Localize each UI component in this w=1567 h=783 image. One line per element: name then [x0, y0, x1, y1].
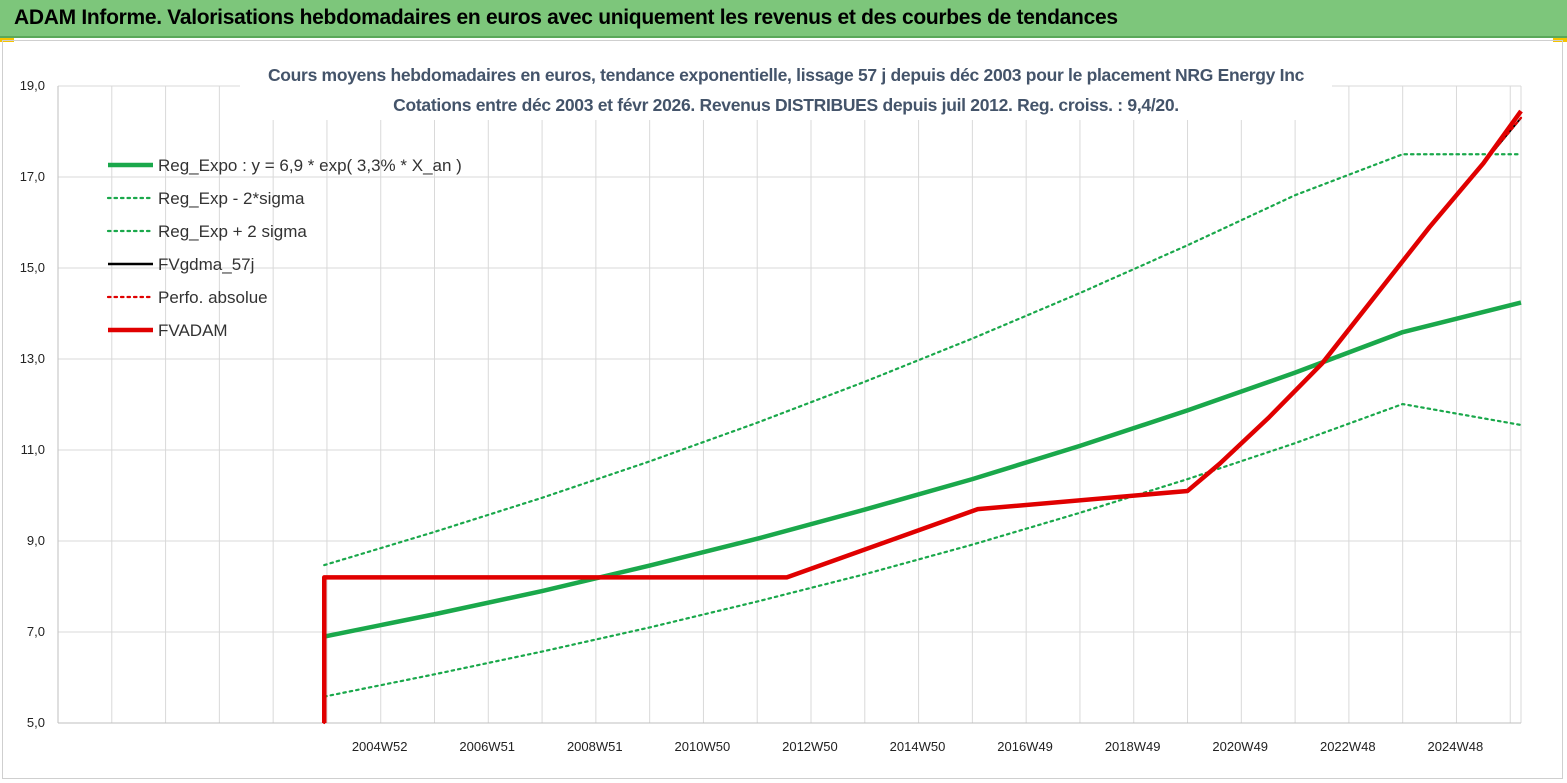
legend-label: Perfo. absolue	[158, 288, 268, 307]
x-tick-label: 2008W51	[567, 739, 623, 754]
chart-area: 5,0 7,0 9,0 11,0 13,0 15,0 17,0 19,0 2004W52 2006…	[20, 78, 1523, 754]
x-tick-label: 2018W49	[1105, 739, 1161, 754]
chart-subtitle: Cotations entre déc 2003 et févr 2026. R…	[393, 95, 1179, 115]
y-tick-label: 5,0	[27, 715, 45, 730]
chart-title: Cours moyens hebdomadaires en euros, ten…	[267, 65, 1305, 85]
series-line-6	[321, 109, 1523, 723]
legend: Reg_Expo : y = 6,9 * exp( 3,3% * X_an ) R…	[106, 156, 462, 340]
legend-label: FVADAM	[158, 321, 228, 340]
legend-label: Reg_Exp - 2*sigma	[158, 189, 305, 208]
series-group	[321, 109, 1523, 725]
y-tick-label: 15,0	[20, 260, 45, 275]
series-line-1	[323, 300, 1522, 639]
chart-titles: Cours moyens hebdomadaires en euros, ten…	[240, 60, 1332, 120]
y-tick-label: 17,0	[20, 169, 45, 184]
x-tick-label: 2022W48	[1320, 739, 1376, 754]
x-tick-label: 2012W50	[782, 739, 838, 754]
y-tick-label: 13,0	[20, 351, 45, 366]
x-tick-label: 2004W52	[352, 739, 408, 754]
legend-label: FVgdma_57j	[158, 255, 254, 274]
x-tick-label: 2010W50	[675, 739, 731, 754]
page-title: ADAM Informe. Valorisations hebdomadaire…	[14, 6, 1118, 29]
y-tick-label: 7,0	[27, 624, 45, 639]
series-line-3	[323, 153, 1523, 567]
y-tick-label: 9,0	[27, 533, 45, 548]
x-tick-label: 2020W49	[1212, 739, 1268, 754]
header-banner: ADAM Informe. Valorisations hebdomadaire…	[0, 0, 1567, 38]
x-tick-label: 2006W51	[459, 739, 515, 754]
chart-frame	[2, 40, 1563, 779]
y-tick-label: 19,0	[20, 78, 45, 93]
x-tick-label: 2014W50	[890, 739, 946, 754]
grid	[57, 85, 1522, 724]
y-tick-label: 11,0	[21, 442, 45, 457]
x-tick-label: 2024W48	[1428, 739, 1484, 754]
legend-label: Reg_Exp + 2 sigma	[158, 222, 307, 241]
axes: 5,0 7,0 9,0 11,0 13,0 15,0 17,0 19,0 2004W52 2006…	[20, 78, 1521, 754]
x-tick-label: 2016W49	[997, 739, 1053, 754]
legend-label: Reg_Expo : y = 6,9 * exp( 3,3% * X_an )	[158, 156, 462, 175]
series-line-2	[323, 402, 1523, 698]
